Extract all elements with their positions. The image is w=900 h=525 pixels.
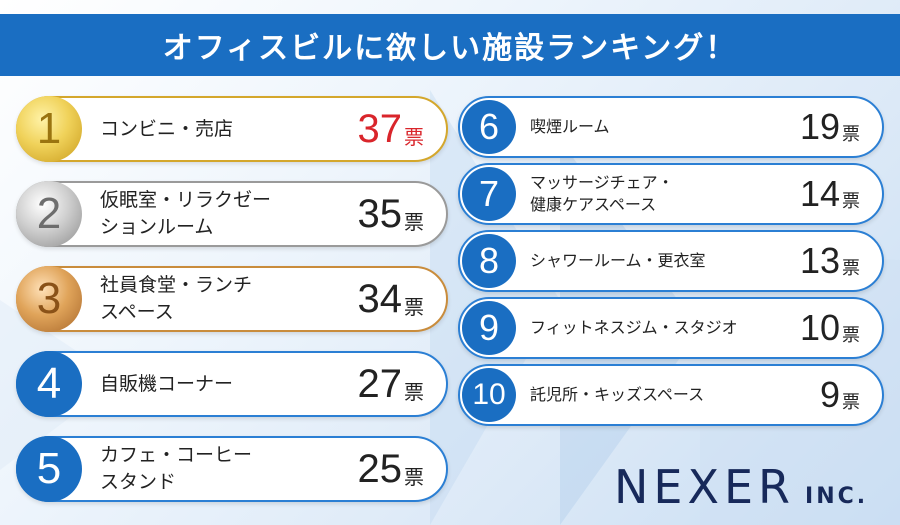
ranking-item-6: 6 喫煙ルーム 19 票 bbox=[458, 96, 884, 158]
ranking-item-3: 3 社員食堂・ランチ スペース 34 票 bbox=[16, 266, 448, 332]
gold-medal-laurel-icon: 1 bbox=[16, 96, 82, 162]
facility-label: 仮眠室・リラクゼー ションルーム bbox=[100, 189, 272, 238]
rank-number: 1 bbox=[36, 104, 62, 153]
rank-number: 6 bbox=[478, 106, 500, 147]
logo-main-text: NEXER bbox=[614, 460, 796, 514]
vote-number: 13 bbox=[799, 240, 840, 281]
rank-badge: 5 bbox=[16, 436, 82, 502]
rank-badge: 10 bbox=[462, 368, 516, 422]
vote-count: 37 票 bbox=[358, 98, 425, 160]
vote-count: 34 票 bbox=[358, 268, 425, 330]
vote-count: 35 票 bbox=[358, 183, 425, 245]
page-title: オフィスビルに欲しい施設ランキング！ bbox=[162, 31, 738, 66]
vote-unit: 票 bbox=[404, 209, 424, 234]
vote-unit: 票 bbox=[842, 325, 860, 346]
vote-number: 10 bbox=[799, 307, 840, 348]
silver-medal-icon: 2 bbox=[16, 181, 82, 247]
facility-label: コンビニ・売店 bbox=[100, 117, 234, 140]
vote-number: 35 bbox=[357, 191, 403, 236]
rank-badge: 7 bbox=[462, 167, 516, 221]
vote-number: 37 bbox=[357, 106, 403, 151]
vote-unit: 票 bbox=[404, 379, 424, 404]
vote-number: 25 bbox=[357, 446, 403, 491]
facility-label: 喫煙ルーム bbox=[530, 117, 610, 136]
vote-unit: 票 bbox=[842, 258, 860, 279]
vote-number: 34 bbox=[357, 276, 403, 321]
facility-label: シャワールーム・更衣室 bbox=[530, 251, 706, 270]
vote-count: 14 票 bbox=[800, 165, 860, 223]
facility-label: カフェ・コーヒー スタンド bbox=[100, 444, 253, 493]
facility-label: マッサージチェア・ 健康ケアスペース bbox=[530, 173, 674, 214]
vote-unit: 票 bbox=[842, 392, 860, 413]
rank-number: 3 bbox=[36, 274, 62, 323]
facility-label: 自販機コーナー bbox=[100, 372, 234, 395]
vote-unit: 票 bbox=[842, 191, 860, 212]
ranking-item-2: 2 仮眠室・リラクゼー ションルーム 35 票 bbox=[16, 181, 448, 247]
ranking-item-7: 7 マッサージチェア・ 健康ケアスペース 14 票 bbox=[458, 163, 884, 225]
ranking-item-1: 1 コンビニ・売店 37 票 bbox=[16, 96, 448, 162]
vote-count: 9 票 bbox=[820, 366, 860, 424]
vote-unit: 票 bbox=[842, 124, 860, 145]
vote-number: 27 bbox=[357, 361, 403, 406]
rank-number: 9 bbox=[478, 307, 500, 348]
vote-count: 25 票 bbox=[358, 438, 425, 500]
vote-unit: 票 bbox=[404, 294, 424, 319]
vote-unit: 票 bbox=[404, 464, 424, 489]
rank-number: 4 bbox=[36, 359, 62, 408]
rank-number: 8 bbox=[478, 240, 500, 281]
rank-badge: 9 bbox=[462, 301, 516, 355]
vote-number: 19 bbox=[799, 106, 840, 147]
ranking-item-4: 4 自販機コーナー 27 票 bbox=[16, 351, 448, 417]
vote-count: 13 票 bbox=[800, 232, 860, 290]
bronze-medal-icon: 3 bbox=[16, 266, 82, 332]
rank-number: 10 bbox=[472, 378, 506, 411]
ranking-item-5: 5 カフェ・コーヒー スタンド 25 票 bbox=[16, 436, 448, 502]
vote-count: 27 票 bbox=[358, 353, 425, 415]
rank-badge: 4 bbox=[16, 351, 82, 417]
rank-number: 2 bbox=[36, 189, 62, 238]
nexer-logo: NEXER INC. bbox=[614, 460, 868, 514]
rank-badge: 6 bbox=[462, 100, 516, 154]
rank-number: 7 bbox=[478, 173, 500, 214]
rank-number: 5 bbox=[36, 444, 62, 493]
vote-number: 14 bbox=[799, 173, 840, 214]
logo-sub-text: INC. bbox=[805, 484, 869, 509]
title-banner: オフィスビルに欲しい施設ランキング！ bbox=[0, 14, 900, 76]
vote-number: 9 bbox=[819, 374, 840, 415]
vote-count: 10 票 bbox=[800, 299, 860, 357]
vote-count: 19 票 bbox=[800, 98, 860, 156]
vote-unit: 票 bbox=[404, 124, 424, 149]
rank-badge: 8 bbox=[462, 234, 516, 288]
ranking-item-9: 9 フィットネスジム・スタジオ 10 票 bbox=[458, 297, 884, 359]
ranking-item-10: 10 託児所・キッズスペース 9 票 bbox=[458, 364, 884, 426]
facility-label: 社員食堂・ランチ スペース bbox=[100, 274, 253, 323]
ranking-item-8: 8 シャワールーム・更衣室 13 票 bbox=[458, 230, 884, 292]
facility-label: フィットネスジム・スタジオ bbox=[530, 318, 738, 337]
facility-label: 託児所・キッズスペース bbox=[530, 385, 705, 404]
